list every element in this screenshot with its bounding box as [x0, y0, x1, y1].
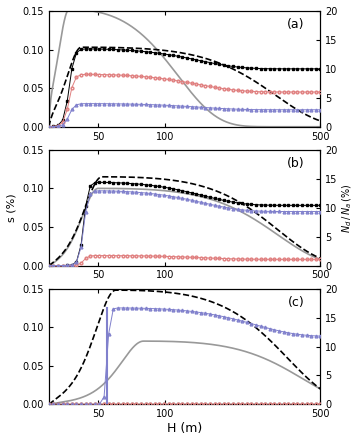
Text: (b): (b) [287, 157, 304, 170]
Y-axis label: $N_d\,/\,N_a\,(\%)$: $N_d\,/\,N_a\,(\%)$ [340, 183, 354, 232]
Text: (a): (a) [287, 18, 304, 31]
X-axis label: H (m): H (m) [167, 422, 202, 435]
Text: (c): (c) [287, 296, 304, 309]
Y-axis label: s (%): s (%) [7, 193, 17, 222]
